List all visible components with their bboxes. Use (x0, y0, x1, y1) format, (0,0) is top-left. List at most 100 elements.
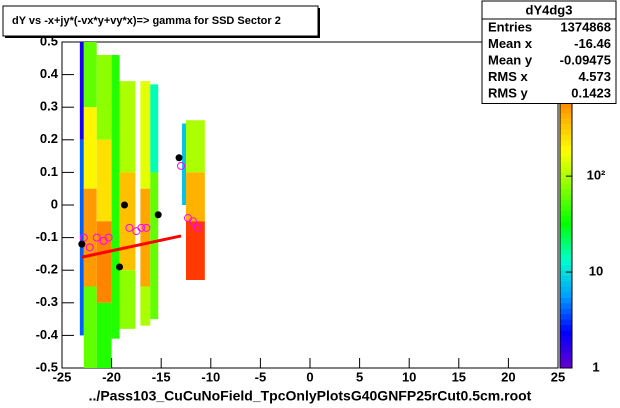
heatmap-cell (186, 120, 205, 173)
palette-step (560, 123, 572, 130)
heatmap-cell (83, 188, 97, 287)
profile-marker (142, 223, 151, 232)
heatmap-cell (186, 172, 205, 222)
heatmap-cell (150, 84, 159, 173)
stats-frame (481, 0, 617, 104)
z-tick-label: 10² (587, 168, 606, 183)
profile-marker (193, 223, 202, 232)
profile-marker (79, 233, 88, 242)
palette-step (560, 346, 572, 353)
palette-step (560, 313, 572, 320)
x-tick-label: 5 (356, 369, 363, 384)
stats-label: Entries (488, 20, 532, 35)
profile-marker (125, 223, 134, 232)
heatmap-cell (96, 221, 112, 303)
palette-step (560, 324, 572, 331)
y-tick-label: 0.1 (40, 164, 58, 179)
palette-step (560, 281, 572, 287)
palette-step (560, 319, 572, 326)
heatmap-cell (140, 286, 151, 326)
y-tick-label: -0.5 (36, 359, 58, 374)
y-tick-label: 0.3 (40, 99, 58, 114)
palette-step (560, 362, 572, 369)
x-tick-label: -25 (53, 369, 72, 384)
x-tick-label: 10 (402, 369, 416, 384)
x-tick-label: -10 (201, 369, 220, 384)
mean-marker (116, 263, 124, 271)
y-tick-label: 0.2 (40, 131, 58, 146)
mean-marker (154, 211, 162, 219)
heatmap-cell (79, 42, 84, 140)
heatmap-cell (96, 302, 112, 368)
palette-step (560, 166, 572, 173)
heatmap-cell (79, 139, 84, 336)
palette-step (560, 205, 572, 211)
palette-step (560, 107, 572, 114)
palette-step (560, 145, 572, 152)
profile-marker (137, 223, 146, 232)
palette-step (560, 340, 572, 347)
palette-step (560, 264, 572, 271)
overlays (78, 154, 202, 271)
palette-step (560, 253, 572, 260)
fit-line (81, 234, 182, 259)
y-tick-label: -0.1 (36, 229, 58, 244)
heatmap-cell (150, 172, 159, 320)
palette-step (560, 188, 572, 195)
palette-step (560, 128, 572, 135)
profile-marker (85, 243, 94, 252)
mean-marker (175, 154, 183, 162)
palette-step (560, 248, 572, 255)
palette-step (560, 270, 572, 277)
palette-step (560, 112, 572, 119)
palette-step (560, 150, 572, 157)
profile-marker (92, 233, 101, 242)
profile-marker (177, 161, 186, 170)
palette-step (560, 183, 572, 190)
stats-value: 0.1423 (571, 86, 611, 101)
palette-step (560, 215, 572, 222)
x-tick-label: -15 (152, 369, 171, 384)
palette-step (560, 357, 572, 364)
y-tick-label: -0.2 (36, 262, 58, 277)
stats-value: 1374868 (560, 20, 611, 35)
heatmap-cell (96, 55, 112, 140)
stats-label: RMS y (488, 86, 529, 101)
stats-label: Mean y (488, 53, 533, 68)
palette-step (560, 199, 572, 206)
palette-step (560, 161, 572, 168)
palette-step (560, 302, 572, 309)
heatmap-cell (83, 286, 97, 368)
stats-label: Mean x (488, 36, 533, 51)
palette-step (560, 226, 572, 233)
x-tick-label: 25 (551, 369, 565, 384)
z-tick-label: 1 (592, 359, 599, 374)
palette-step (560, 101, 572, 108)
palette-step (560, 335, 572, 342)
heatmap-cell (119, 270, 136, 329)
palette-step (560, 308, 572, 315)
palette-step (560, 286, 572, 293)
y-tick-label: -0.4 (36, 327, 59, 342)
palette-step (560, 243, 572, 249)
stats-value: -0.09475 (560, 53, 611, 68)
stats-value: -16.46 (574, 36, 611, 51)
palette-step (560, 172, 572, 179)
palette-step (560, 139, 572, 146)
palette-step (560, 351, 572, 358)
palette-step (560, 232, 572, 239)
x-tick-label: -20 (102, 369, 121, 384)
heatmap-cell (83, 107, 97, 189)
mean-marker (78, 240, 86, 248)
y-tick-label: 0.4 (40, 66, 59, 81)
palette-step (560, 177, 572, 184)
profile-marker (188, 217, 197, 226)
heatmap-cell (111, 55, 120, 339)
x-tick-label: 15 (452, 369, 466, 384)
palette-step (560, 329, 572, 336)
palette-step (560, 118, 572, 124)
heatmap-cell (119, 81, 136, 173)
heatmap-cell (140, 81, 151, 189)
heatmap-cell (119, 172, 136, 271)
